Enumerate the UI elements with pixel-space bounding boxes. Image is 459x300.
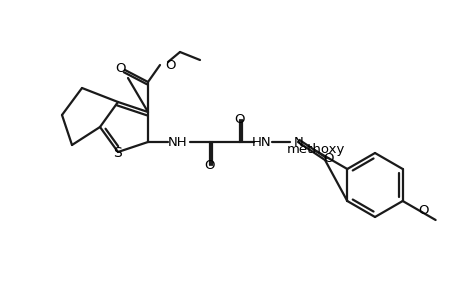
Text: O: O: [234, 113, 245, 126]
Text: methoxy: methoxy: [286, 143, 345, 156]
Text: N: N: [293, 136, 303, 148]
Text: O: O: [418, 204, 428, 217]
Text: O: O: [322, 152, 333, 165]
Text: HN: HN: [252, 136, 271, 148]
Text: S: S: [113, 146, 122, 160]
Text: O: O: [204, 159, 215, 172]
Text: O: O: [165, 58, 175, 71]
Text: NH: NH: [168, 136, 187, 148]
Text: O: O: [116, 62, 126, 75]
